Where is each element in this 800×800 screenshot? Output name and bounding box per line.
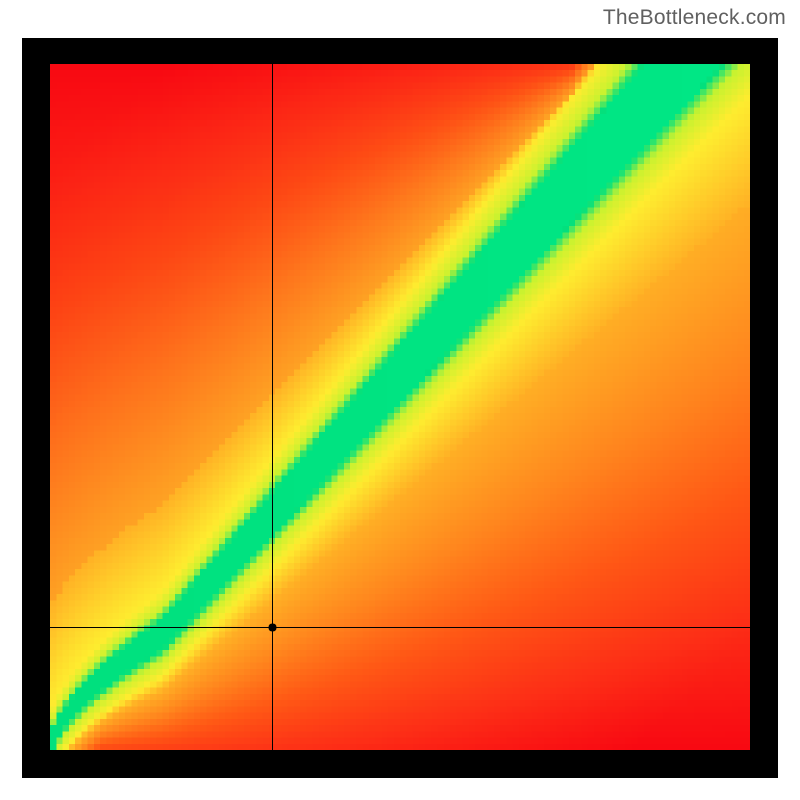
plot-frame — [22, 38, 778, 778]
heatmap-canvas-wrap — [50, 64, 750, 750]
attribution-text: TheBottleneck.com — [603, 6, 786, 30]
crosshair-overlay — [50, 64, 750, 750]
